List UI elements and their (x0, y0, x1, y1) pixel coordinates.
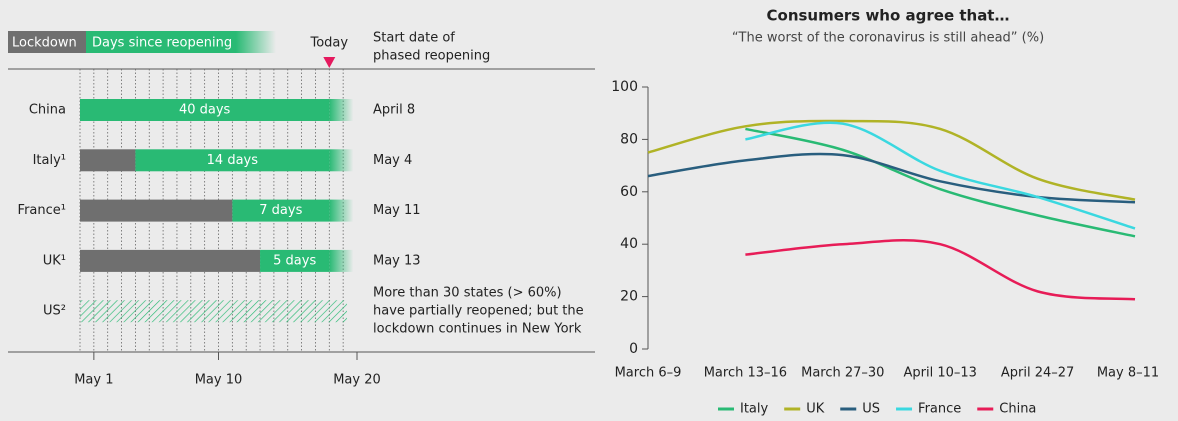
y-tick-label: 0 (629, 341, 638, 357)
y-tick-label: 20 (620, 289, 638, 305)
x-tick-label: April 10–13 (903, 366, 976, 381)
x-tick-label: April 24–27 (1001, 366, 1074, 381)
legend-label: Italy (740, 402, 769, 417)
bar-label: 14 days (207, 153, 259, 168)
legend-label: Lockdown (12, 36, 77, 51)
x-tick-label: March 6–9 (615, 366, 682, 381)
legend-label: UK (806, 402, 825, 417)
row-label: France¹ (18, 203, 66, 218)
lockdown-bar (80, 199, 233, 222)
reopening-bar (80, 99, 330, 121)
bar-fade (329, 99, 354, 121)
legend-swatch (86, 31, 236, 53)
chart-title: Consumers who agree that… (767, 7, 1010, 25)
series-line (745, 121, 1136, 230)
lockdown-bar (80, 249, 261, 272)
x-tick-label: May 1 (74, 373, 113, 388)
x-tick-label: May 20 (333, 373, 381, 388)
y-tick-label: 60 (620, 184, 638, 200)
bar-label: 40 days (179, 103, 231, 118)
hatched-bar (80, 300, 347, 323)
column-header: phased reopening (373, 49, 490, 64)
x-tick-label: May 10 (195, 373, 243, 388)
start-date: May 11 (373, 203, 421, 218)
bar-fade (329, 249, 354, 272)
start-date: May 13 (373, 253, 421, 268)
series-line (647, 119, 1136, 201)
legend-swatch (236, 31, 276, 53)
today-marker (323, 57, 336, 68)
legend-label: China (999, 402, 1036, 417)
bar-label: 5 days (273, 253, 316, 268)
series-line (647, 152, 1136, 204)
reopening-bar (260, 249, 330, 272)
legend-label: France (918, 402, 961, 417)
y-tick-label: 40 (620, 236, 638, 252)
start-date: have partially reopened; but the (373, 304, 584, 319)
reopening-bar (135, 149, 330, 172)
start-date: May 4 (373, 153, 412, 168)
start-date: More than 30 states (> 60%) (373, 286, 562, 301)
x-tick-label: May 8–11 (1097, 366, 1159, 381)
lockdown-bar (80, 149, 136, 172)
bar-fade (80, 99, 110, 121)
x-tick-label: March 27–30 (801, 366, 884, 381)
bar-fade (329, 149, 354, 172)
reopening-bar (232, 199, 330, 222)
start-date: April 8 (373, 103, 415, 118)
legend-swatch (8, 31, 86, 53)
column-header: Start date of (373, 31, 455, 46)
row-label: UK¹ (43, 253, 66, 268)
start-date: lockdown continues in New York (373, 322, 582, 337)
row-label: US² (43, 304, 66, 319)
series-line (745, 127, 1136, 238)
chart-subtitle: “The worst of the coronavirus is still a… (732, 31, 1044, 46)
bar-label: 7 days (259, 203, 302, 218)
today-label: Today (309, 36, 348, 51)
x-tick-label: March 13–16 (704, 366, 787, 381)
series-line (745, 239, 1136, 301)
row-label: China (29, 103, 66, 118)
legend-label: Days since reopening (92, 36, 232, 51)
row-label: Italy¹ (33, 153, 66, 168)
legend-label: US (862, 402, 880, 417)
y-tick-label: 80 (620, 131, 638, 147)
y-tick-label: 100 (611, 79, 638, 95)
bar-fade (329, 199, 354, 222)
